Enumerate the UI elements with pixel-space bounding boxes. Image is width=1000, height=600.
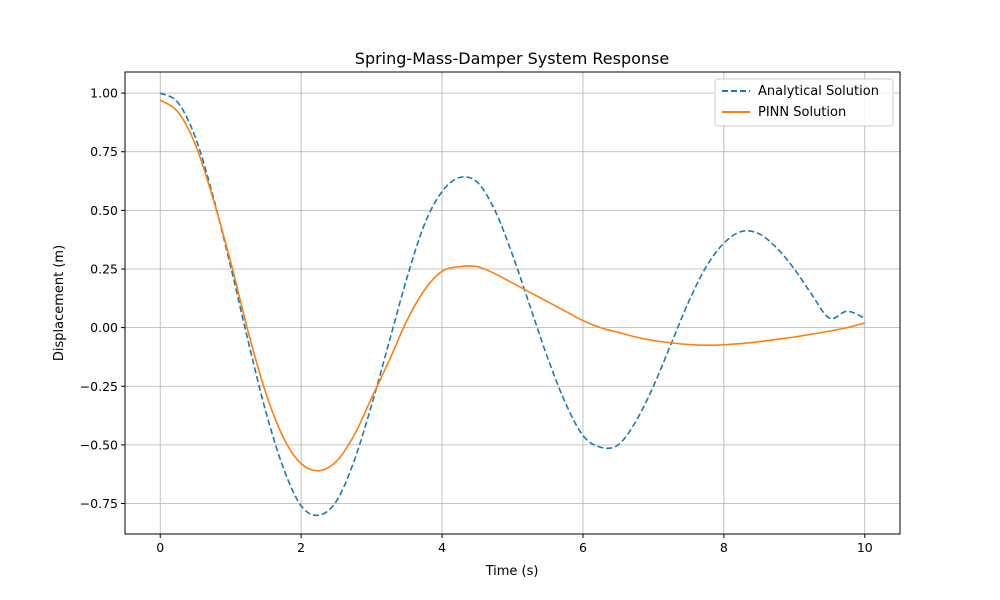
pinn-solution-line (159, 99, 865, 472)
y-tick-label: 1.00 (90, 86, 118, 101)
x-tick-label: 6 (579, 540, 587, 555)
legend-label-analytical: Analytical Solution (758, 84, 879, 99)
x-tick-label: 8 (720, 540, 728, 555)
x-tick-label: 10 (857, 540, 873, 555)
y-tick-label: −0.25 (80, 379, 118, 394)
analytical-solution-line (159, 92, 866, 517)
y-tick-label: 0.50 (90, 203, 118, 218)
y-tick-label: 0.75 (90, 144, 118, 159)
legend-label-pinn: PINN Solution (758, 105, 846, 120)
y-tick-label: −0.75 (80, 496, 118, 511)
x-tick-label: 2 (297, 540, 305, 555)
series-lines (159, 92, 866, 517)
x-axis-label: Time (s) (485, 564, 539, 579)
x-tick-label: 4 (438, 540, 446, 555)
grid (125, 72, 900, 534)
legend-box (714, 78, 894, 127)
x-tick-label: 0 (156, 540, 164, 555)
legend: Analytical Solution PINN Solution (714, 78, 894, 127)
axis-ticks: 0 2 4 6 8 10 −0.75 −0.50 −0.25 0.00 0.25 0.50 0.75 1.… (80, 86, 873, 555)
y-tick-label: −0.50 (80, 437, 118, 452)
y-tick-label: 0.25 (90, 261, 118, 276)
y-axis-label: Displacement (m) (52, 245, 67, 361)
plot-area-frame (124, 71, 901, 535)
chart-title: Spring-Mass-Damper System Response (355, 49, 669, 68)
y-tick-label: 0.00 (90, 320, 118, 335)
